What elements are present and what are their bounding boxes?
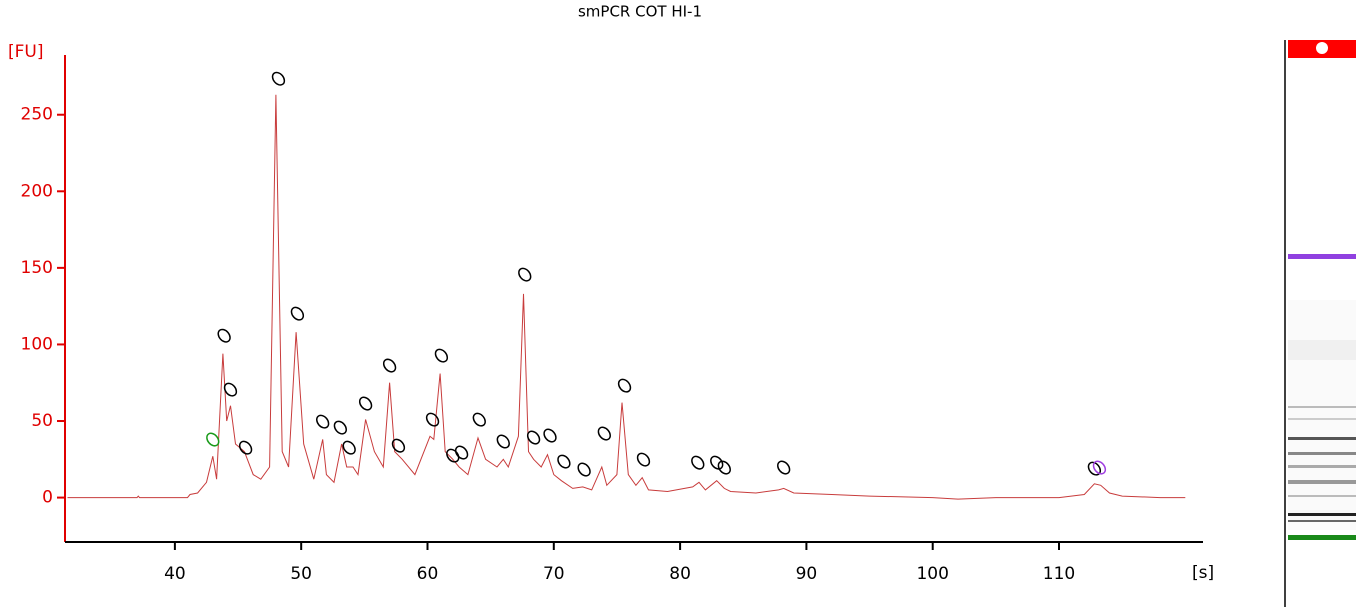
peak-marker xyxy=(617,378,632,393)
gel-lane xyxy=(1284,40,1356,607)
peak-marker xyxy=(223,382,238,397)
peak-marker xyxy=(1092,460,1107,475)
peak-marker xyxy=(425,412,440,427)
peak-marker xyxy=(472,412,486,427)
peak-marker xyxy=(358,396,373,411)
peak-marker xyxy=(391,438,406,453)
x-tick-label: 60 xyxy=(417,564,439,584)
peak-marker xyxy=(710,455,724,470)
peak-marker xyxy=(271,71,286,86)
y-tick-label: 200 xyxy=(21,181,53,201)
peak-marker xyxy=(342,440,356,455)
peak-marker xyxy=(691,455,705,470)
peak-marker xyxy=(636,452,651,467)
y-tick-label: 100 xyxy=(21,334,53,354)
x-tick-label: 100 xyxy=(916,564,948,584)
peak-marker xyxy=(434,348,449,363)
peak-marker xyxy=(577,462,591,477)
peak-marker xyxy=(526,430,541,445)
peak-marker xyxy=(206,432,220,447)
peak-marker xyxy=(238,440,253,455)
peak-marker xyxy=(543,428,557,443)
y-tick-label: 0 xyxy=(42,488,53,508)
peak-marker xyxy=(717,460,731,475)
y-tick-label: 250 xyxy=(21,105,53,125)
trace xyxy=(67,94,1186,500)
peak-marker xyxy=(316,414,330,429)
x-tick-label: 70 xyxy=(543,564,565,584)
peak-marker xyxy=(290,306,305,321)
x-tick-label: 50 xyxy=(290,564,312,584)
peak-marker xyxy=(496,434,510,449)
peak-marker xyxy=(333,420,348,435)
x-axis-label: [s] xyxy=(1192,563,1214,583)
y-tick-label: 150 xyxy=(21,258,53,278)
peak-marker xyxy=(454,445,469,460)
chart-title: smPCR COT HI-1 xyxy=(578,3,702,21)
y-axis-label: [FU] xyxy=(8,42,44,62)
x-tick-label: 40 xyxy=(164,564,186,584)
peak-marker xyxy=(518,267,532,282)
peak-marker xyxy=(597,426,611,441)
y-tick-label: 50 xyxy=(31,411,53,431)
x-tick-label: 110 xyxy=(1043,564,1075,584)
peak-marker xyxy=(777,460,791,475)
peak-marker xyxy=(217,328,231,343)
peak-marker xyxy=(557,454,571,469)
peak-marker xyxy=(382,358,397,373)
x-tick-label: 80 xyxy=(669,564,691,584)
x-tick-label: 90 xyxy=(796,564,818,584)
